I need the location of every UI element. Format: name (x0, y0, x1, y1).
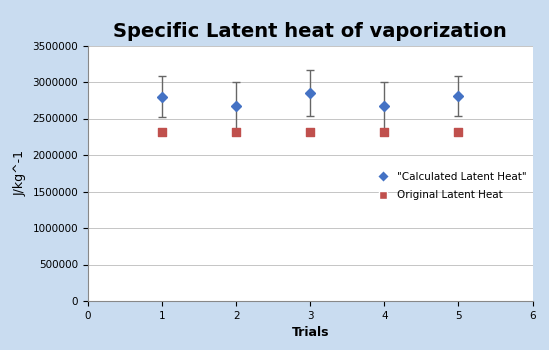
Point (158, 130, 166, 135)
Point (306, 130, 315, 135)
Point (380, 130, 389, 135)
Point (454, 130, 463, 135)
Title: Specific Latent heat of vaporization: Specific Latent heat of vaporization (113, 22, 507, 41)
Y-axis label: J/kg^-1: J/kg^-1 (14, 150, 27, 196)
Point (232, 130, 240, 135)
X-axis label: Trials: Trials (292, 326, 329, 339)
Legend: "Calculated Latent Heat", Original Latent Heat: "Calculated Latent Heat", Original Laten… (369, 168, 531, 204)
